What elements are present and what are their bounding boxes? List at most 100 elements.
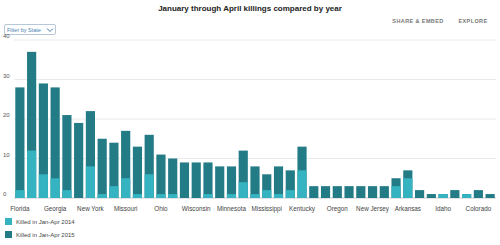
bar	[380, 198, 389, 199]
bar	[156, 194, 165, 198]
bar	[203, 194, 212, 198]
legend: Killed in Jan-Apr 2014 Killed in Jan-Apr …	[5, 218, 75, 238]
bar	[344, 198, 353, 199]
explore[interactable]: EXPLORE	[458, 18, 487, 24]
filter-dropdown[interactable]: Filter by State	[5, 25, 56, 35]
y-tick-label: 10	[3, 152, 10, 158]
bar	[368, 198, 377, 199]
bar	[227, 194, 236, 198]
bar	[356, 198, 365, 199]
bar	[51, 178, 60, 198]
legend-swatch	[5, 218, 12, 225]
bar	[168, 194, 177, 198]
bar	[145, 135, 154, 198]
bar	[333, 198, 342, 199]
bar	[333, 186, 342, 198]
bar	[27, 52, 36, 198]
bar	[121, 131, 130, 198]
bar	[215, 198, 224, 199]
bar	[262, 174, 271, 198]
bar	[180, 198, 189, 199]
bar	[368, 186, 377, 198]
bar	[462, 194, 471, 198]
bar	[274, 166, 283, 198]
bar	[27, 151, 36, 198]
bar	[74, 123, 83, 198]
bar	[415, 198, 424, 199]
bar	[227, 166, 236, 198]
bar	[297, 170, 306, 198]
y-tick-label: 30	[3, 73, 10, 79]
share-embed[interactable]: SHARE & EMBED	[392, 18, 443, 24]
bar	[474, 198, 483, 199]
bar	[180, 162, 189, 198]
bar	[74, 198, 83, 199]
bar	[109, 143, 118, 198]
bar	[403, 170, 412, 198]
x-tick-label: Georgia	[44, 205, 67, 213]
x-tick-label: Colorado	[466, 205, 492, 212]
x-tick-label: Oregon	[327, 205, 349, 213]
bar	[486, 198, 495, 199]
bar	[297, 147, 306, 198]
series	[15, 52, 494, 198]
bar	[391, 186, 400, 198]
bar	[450, 198, 459, 199]
bar	[439, 194, 448, 198]
x-tick-label: Wisconsin	[182, 205, 211, 212]
bar	[403, 178, 412, 198]
x-tick-label: Mississippi	[252, 205, 282, 213]
title: January through April killings compared …	[158, 4, 342, 13]
bar	[86, 166, 95, 198]
bar	[286, 190, 295, 198]
legend-swatch	[5, 231, 12, 238]
x-axis: FloridaGeorgiaNew YorkMissouriOhioWiscon…	[10, 205, 491, 213]
bar	[168, 159, 177, 199]
legend-label: Killed in Jan-Apr 2015	[16, 232, 75, 238]
bar	[133, 147, 142, 198]
bar	[192, 162, 201, 198]
bar	[356, 186, 365, 198]
bar	[203, 162, 212, 198]
bar	[39, 174, 48, 198]
x-tick-label: Idaho	[435, 205, 451, 212]
bar	[321, 186, 330, 198]
bar	[344, 186, 353, 198]
x-tick-label: Kentucky	[289, 205, 316, 213]
grid-line	[14, 79, 496, 80]
x-tick-label: Florida	[10, 205, 30, 212]
y-tick-label: 20	[3, 112, 10, 118]
bar	[192, 198, 201, 199]
y-tick-label: 0	[3, 191, 7, 197]
x-tick-label: Ohio	[154, 205, 168, 212]
bar	[321, 198, 330, 199]
x-tick-label: New Jersey	[356, 205, 390, 213]
bar	[62, 115, 71, 198]
bar	[309, 186, 318, 198]
bar	[215, 166, 224, 198]
bar	[121, 178, 130, 198]
bar	[450, 190, 459, 198]
x-tick-label: New York	[77, 205, 104, 212]
bar	[474, 190, 483, 198]
bar	[250, 166, 259, 198]
filter-label[interactable]: Filter by State	[7, 27, 41, 33]
bar	[109, 186, 118, 198]
bar	[427, 198, 436, 199]
filter-box[interactable]	[5, 25, 56, 35]
bar	[239, 182, 248, 198]
bar	[133, 194, 142, 198]
bar	[309, 198, 318, 199]
bar	[239, 151, 248, 198]
bar	[15, 87, 24, 198]
bar	[486, 194, 495, 198]
bar	[262, 190, 271, 198]
bar	[86, 111, 95, 198]
bar	[62, 190, 71, 198]
y-tick-label: 40	[3, 33, 10, 39]
series	[15, 151, 471, 198]
bars	[15, 52, 494, 198]
legend-label: Killed in Jan-Apr 2014	[16, 219, 75, 225]
grid-line	[14, 40, 496, 41]
bar	[15, 190, 24, 198]
